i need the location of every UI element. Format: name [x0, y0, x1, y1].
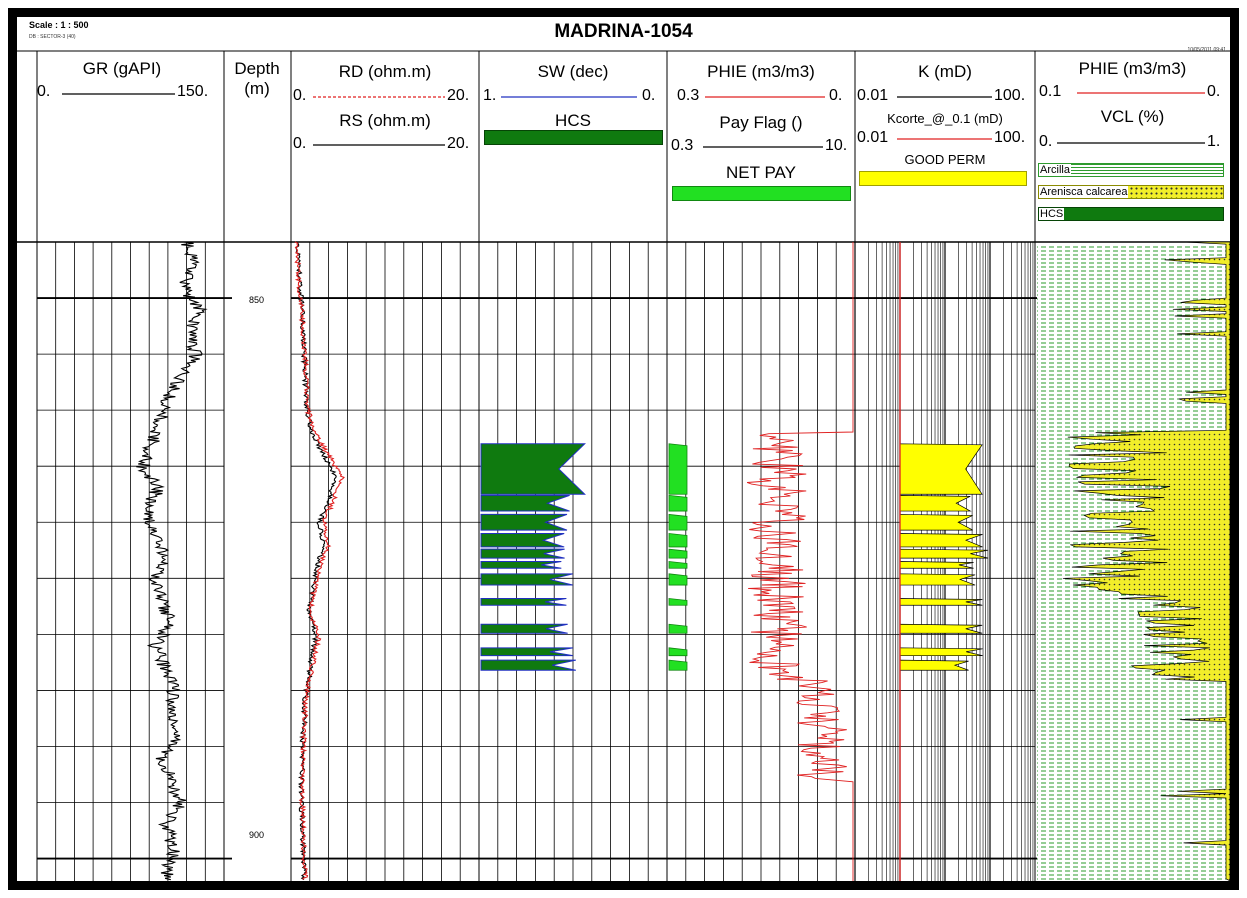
hcs-fill	[481, 648, 573, 656]
legend-arenisca-swatch: Arenisca calcarea	[1038, 185, 1224, 199]
rs-min: 0.	[293, 135, 306, 153]
legend-hcs-text: HCS	[1039, 208, 1064, 220]
depth-tick-900: 900	[249, 830, 264, 840]
gr-min: 0.	[37, 83, 50, 101]
hcs-fill	[481, 549, 565, 558]
kc-min: 0.01	[857, 129, 888, 147]
net-pay-swatch	[672, 186, 851, 201]
well-title: MADRINA-1054	[17, 21, 1230, 43]
hcs-fill	[481, 660, 576, 670]
rd-label: RD (ohm.m)	[291, 62, 479, 82]
k-min: 0.01	[857, 87, 888, 105]
hcs-swatch	[484, 130, 663, 145]
net-pay-fill	[669, 660, 687, 670]
net-pay-fill	[669, 533, 687, 546]
good-perm-swatch	[859, 171, 1027, 186]
hcs-fill	[481, 514, 567, 530]
gr-label: GR (gAPI)	[37, 59, 207, 79]
lith-phie-min: 0.1	[1039, 83, 1061, 101]
good-perm-fill	[900, 624, 982, 633]
vcl-min: 0.	[1039, 133, 1052, 151]
hcs-fill	[481, 444, 585, 494]
hcs-fill	[481, 495, 570, 511]
gr-curve	[136, 242, 205, 880]
good-perm-fill	[900, 514, 973, 530]
k-label: K (mD)	[855, 62, 1035, 82]
net-pay-fill	[669, 562, 687, 569]
rs-curve	[295, 242, 336, 880]
legend-hcs-swatch: HCS	[1038, 207, 1224, 221]
good-perm-fill	[900, 549, 988, 558]
well-log-sheet: Scale : 1 : 500 DB : SECTOR-3 (40) MADRI…	[17, 17, 1230, 881]
kcorte-label: Kcorte_@_0.1 (mD)	[855, 111, 1035, 126]
rd-min: 0.	[293, 87, 306, 105]
net-pay-fill	[669, 648, 687, 656]
net-pay-fill	[669, 574, 687, 585]
phie-curve	[747, 242, 853, 881]
good-perm-fill	[900, 533, 982, 546]
good-perm-fill	[900, 660, 969, 670]
depth-tick-850: 850	[249, 295, 264, 305]
kc-max: 100.	[994, 129, 1025, 147]
rs-max: 20.	[447, 135, 469, 153]
gr-max: 150.	[177, 83, 208, 101]
lith-phie-max: 0.	[1207, 83, 1220, 101]
net-pay-fill	[669, 549, 687, 558]
rs-label: RS (ohm.m)	[291, 111, 479, 131]
good-perm-label: GOOD PERM	[855, 152, 1035, 167]
hcs-fill	[481, 562, 561, 569]
legend-arcilla-swatch: Arcilla	[1038, 163, 1224, 177]
pay-max: 10.	[825, 137, 847, 155]
hcs-fill	[481, 574, 573, 585]
sw-label: SW (dec)	[479, 62, 667, 82]
net-pay-fill	[669, 514, 687, 530]
hcs-fill	[481, 598, 566, 605]
net-pay-fill	[669, 598, 687, 605]
vcl-label: VCL (%)	[1035, 107, 1230, 127]
good-perm-fill	[900, 598, 982, 605]
good-perm-fill	[900, 574, 975, 585]
sw-min: 1.	[483, 87, 496, 105]
net-pay-label: NET PAY	[667, 163, 855, 183]
hcs-label: HCS	[479, 111, 667, 131]
pay-min: 0.3	[671, 137, 693, 155]
k-max: 100.	[994, 87, 1025, 105]
rd-max: 20.	[447, 87, 469, 105]
pay-flag-label: Pay Flag ()	[667, 113, 855, 133]
good-perm-fill	[900, 562, 974, 569]
vcl-max: 1.	[1207, 133, 1220, 151]
good-perm-fill	[900, 495, 970, 511]
legend-arcilla-text: Arcilla	[1039, 164, 1071, 176]
good-perm-fill	[900, 648, 983, 656]
net-pay-fill	[669, 444, 687, 494]
net-pay-fill	[669, 624, 687, 633]
lith-phie-label: PHIE (m3/m3)	[1035, 59, 1230, 79]
hcs-fill	[481, 624, 568, 633]
hcs-fill	[481, 533, 564, 546]
phie-label: PHIE (m3/m3)	[667, 62, 855, 82]
phie-max: 0.	[829, 87, 842, 105]
depth-label: Depth	[224, 59, 290, 79]
phie-min: 0.3	[677, 87, 699, 105]
legend-arenisca-text: Arenisca calcarea	[1039, 186, 1128, 198]
good-perm-fill	[900, 444, 982, 494]
print-date: 10/05/2011 09:41	[1187, 47, 1226, 53]
log-frame: Scale : 1 : 500 DB : SECTOR-3 (40) MADRI…	[8, 8, 1239, 890]
net-pay-fill	[669, 495, 687, 511]
sw-max: 0.	[642, 87, 655, 105]
depth-unit: (m)	[224, 79, 290, 99]
